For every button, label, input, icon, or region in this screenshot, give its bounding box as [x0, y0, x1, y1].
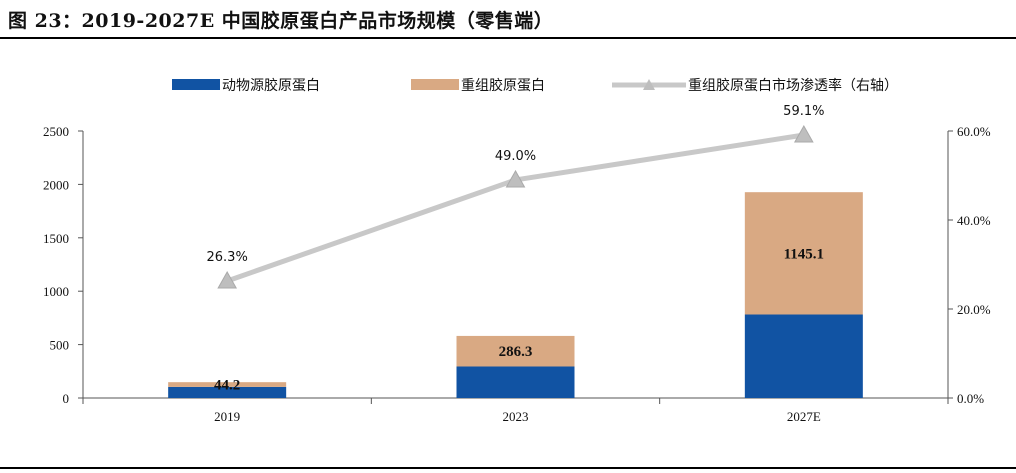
- legend-marker-penetration: [643, 79, 655, 90]
- penetration-value-label: 49.0%: [495, 149, 536, 164]
- legend-label-penetration: 重组胶原蛋白市场渗透率（右轴）: [688, 77, 898, 94]
- left-tick-label: 1500: [43, 231, 69, 246]
- bar-recombinant-collagen: [744, 192, 863, 315]
- bar-animal-collagen: [744, 314, 863, 398]
- legend-swatch-animal: [172, 79, 220, 90]
- left-tick-label: 500: [50, 338, 70, 353]
- bar-value-label: 44.2: [214, 378, 240, 394]
- right-tick-label: 40.0%: [957, 213, 991, 228]
- penetration-value-label: 26.3%: [207, 250, 248, 265]
- right-tick-label: 0.0%: [957, 391, 984, 406]
- penetration-point: [505, 169, 526, 188]
- legend-label-recombinant: 重组胶原蛋白: [461, 77, 545, 94]
- legend-label-animal: 动物源胶原蛋白: [222, 77, 320, 94]
- bar-value-label: 286.3: [499, 344, 533, 360]
- bar-recombinant-collagen: [456, 335, 575, 367]
- x-tick-label: 2027E: [787, 409, 821, 424]
- bar-recombinant-collagen: [168, 382, 287, 387]
- x-tick-label: 2023: [503, 409, 529, 424]
- left-tick-label: 2500: [43, 124, 69, 139]
- left-tick-label: 0: [63, 391, 70, 406]
- legend-swatch-recombinant: [411, 79, 459, 90]
- chart-title: 图 23：2019-2027E 中国胶原蛋白产品市场规模（零售端）: [8, 10, 554, 32]
- penetration-line: 26.3% 49.0% 59.1%: [207, 104, 824, 289]
- bar-animal-collagen: [168, 386, 287, 398]
- penetration-point: [793, 124, 814, 143]
- bars: 44.2 286.3 1145.1: [168, 192, 863, 398]
- legend: 动物源胶原蛋白 重组胶原蛋白 重组胶原蛋白市场渗透率（右轴）: [172, 77, 898, 94]
- bar-animal-collagen: [456, 366, 575, 398]
- left-tick-label: 1000: [43, 284, 69, 299]
- x-tick-label: 2019: [214, 409, 240, 424]
- bar-value-label: 1145.1: [784, 246, 824, 262]
- penetration-value-label: 59.1%: [783, 104, 824, 119]
- bottom-rule: [0, 467, 1016, 469]
- right-tick-label: 20.0%: [957, 302, 991, 317]
- left-tick-label: 2000: [43, 177, 69, 192]
- title-rule: [0, 37, 1016, 39]
- penetration-point: [217, 270, 238, 289]
- right-tick-label: 60.0%: [957, 124, 991, 139]
- chart-area: 动物源胶原蛋白 重组胶原蛋白 重组胶原蛋白市场渗透率（右轴） 0 500 1000 150…: [43, 77, 991, 424]
